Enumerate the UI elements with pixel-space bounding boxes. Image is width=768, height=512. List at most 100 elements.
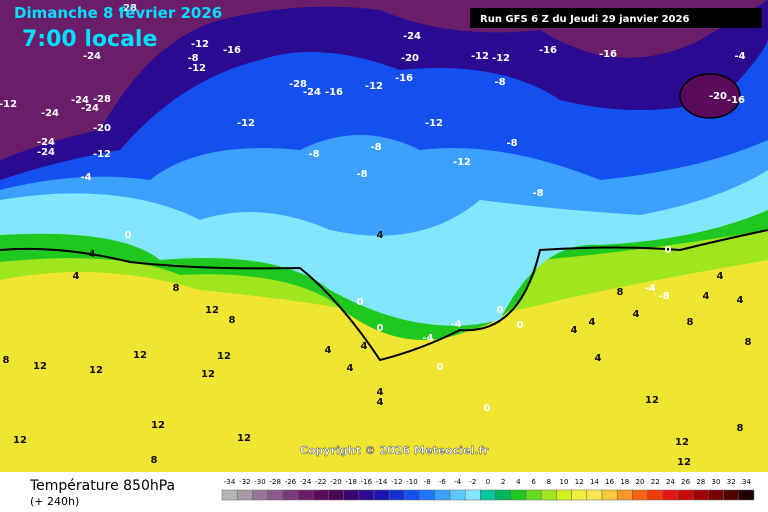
contour-label: -16 (599, 49, 617, 60)
run-box (470, 8, 762, 28)
legend-swatch (632, 489, 648, 501)
contour-label: -24 (41, 108, 59, 119)
legend-label: -2 (469, 478, 476, 486)
contour-label: 8 (151, 455, 158, 466)
legend-swatch (358, 489, 375, 501)
contour-label: -12 (93, 149, 111, 160)
contour-label: 12 (645, 395, 659, 406)
legend-label: -24 (300, 478, 312, 486)
contour-label: 4 (717, 271, 724, 282)
legend-label: -4 (454, 478, 462, 486)
legend-swatch (434, 489, 451, 501)
run-info: Run GFS 6 Z du Jeudi 29 janvier 2026 (480, 14, 689, 25)
legend-swatch (236, 489, 253, 501)
legend-label: -34 (224, 478, 236, 486)
contour-label: 4 (377, 230, 384, 241)
legend-label: -8 (424, 478, 431, 486)
legend-label: 6 (531, 478, 536, 486)
legend-swatch (252, 489, 268, 501)
legend-swatch (495, 489, 512, 501)
contour-label: 4 (703, 291, 710, 302)
contour-labels: -28-12-16-8-12-24-24 -28-24-24-20-24-24 -1… (0, 3, 752, 468)
contour-label: 12 (151, 420, 165, 431)
legend-label: 22 (651, 478, 660, 486)
legend-swatch (692, 489, 709, 501)
contour-label: 4 (633, 309, 640, 320)
contour-label: 4 (571, 325, 578, 336)
contour-label: -28 (289, 79, 307, 90)
contour-label: 8 (617, 287, 624, 298)
legend-swatch (510, 489, 527, 501)
contour-label: -8 (532, 188, 543, 199)
legend-swatch (540, 489, 557, 501)
legend-label: 16 (605, 478, 614, 486)
contour-label: -8 (356, 169, 367, 180)
forecast-date: Dimanche 8 février 2026 (14, 4, 222, 22)
contour-label: -28 (93, 94, 111, 105)
contour-label: -12 (453, 157, 471, 168)
legend-swatch (419, 489, 436, 501)
legend-label: 26 (681, 478, 690, 486)
contour-label: 8 (687, 317, 694, 328)
legend-label: -14 (376, 478, 388, 486)
contour-label: 4 (89, 249, 96, 260)
contour-label: -4 (734, 51, 745, 62)
legend-label: -22 (315, 478, 326, 486)
contour-label: -4 (80, 172, 91, 183)
legend-swatch (662, 489, 679, 501)
contour-label: -12 (237, 118, 255, 129)
legend-label: 10 (560, 478, 569, 486)
contour-label: -24 (81, 103, 99, 114)
legend-swatch (556, 489, 572, 501)
legend-label: -10 (406, 478, 417, 486)
legend-swatch (723, 489, 740, 501)
legend-label: 24 (666, 478, 675, 486)
copyright: Copyright © 2026 Meteociel.fr (300, 444, 489, 457)
legend-swatch (343, 489, 360, 501)
legend-swatch (282, 489, 299, 501)
legend-label: -6 (439, 478, 447, 486)
contour-label: 8 (737, 423, 744, 434)
contour-label: -24 (37, 137, 55, 148)
contour-label: 12 (133, 350, 147, 361)
map-background (0, 0, 768, 472)
lead-time: (+ 240h) (30, 495, 79, 508)
legend-label: 34 (742, 478, 751, 486)
legend-swatch (480, 489, 496, 501)
contour-label: 0 (517, 320, 524, 331)
contour-label: -16 (539, 45, 557, 56)
contour-label: 4 (377, 387, 384, 398)
contour-label: -24 (83, 51, 101, 62)
legend-label: -20 (330, 478, 341, 486)
legend-swatch (373, 489, 390, 501)
legend-label: -32 (239, 478, 250, 486)
legend-label: -26 (285, 478, 297, 486)
legend-swatch (586, 489, 603, 501)
contour-label: -12 (191, 39, 209, 50)
legend-swatch (601, 489, 618, 501)
contour-label: 12 (201, 369, 215, 380)
contour-label: 12 (217, 351, 231, 362)
contour-label: -8 (658, 291, 669, 302)
contour-label: 8 (173, 283, 180, 294)
legend-label: 14 (590, 478, 599, 486)
legend-swatch (221, 489, 238, 501)
legend-label: 18 (620, 478, 629, 486)
legend-label: 0 (486, 478, 490, 486)
contour-label: 0 (665, 245, 672, 256)
contour-label: 0 (497, 305, 504, 316)
legend-label: -30 (254, 478, 265, 486)
contour-label: -20 (709, 91, 727, 102)
contour-label: 8 (745, 337, 752, 348)
contour-label: -12 (0, 99, 17, 110)
legend-swatch (404, 489, 420, 501)
contour-label: -12 (365, 81, 383, 92)
contour-label: -12 (425, 118, 443, 129)
legend-label: -16 (361, 478, 373, 486)
contour-label: 12 (675, 437, 689, 448)
contour-label: 4 (325, 345, 332, 356)
contour-label: 8 (229, 315, 236, 326)
legend-swatch (464, 489, 481, 501)
legend-swatch (571, 489, 588, 501)
